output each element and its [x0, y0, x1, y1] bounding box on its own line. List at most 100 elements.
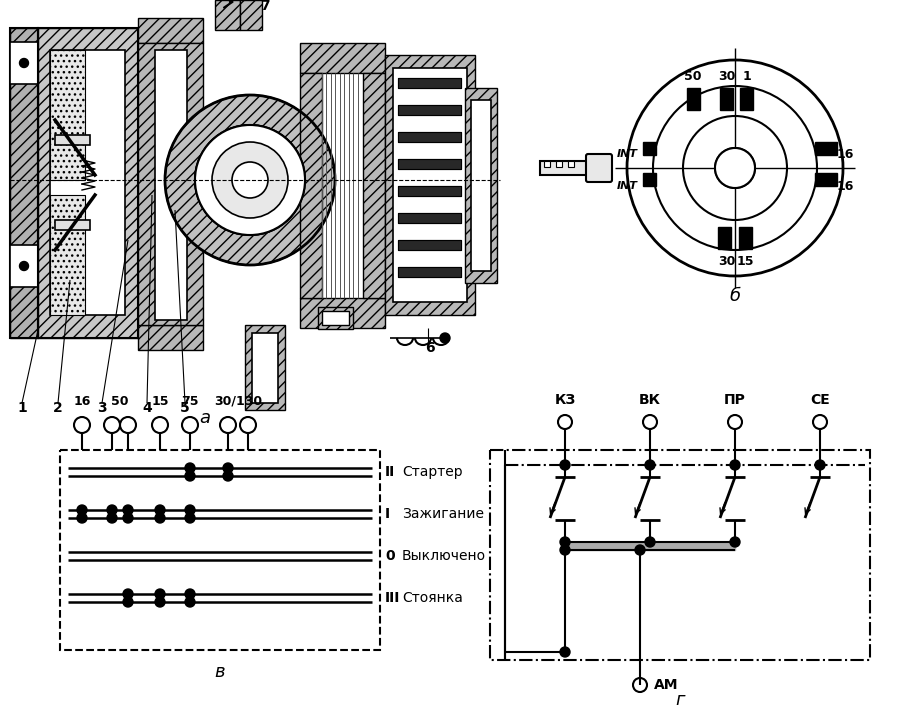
Text: Стартер: Стартер	[402, 465, 462, 479]
Text: 16: 16	[836, 147, 854, 160]
Bar	[50, 50, 85, 180]
Bar	[252, 333, 278, 403]
Circle shape	[19, 59, 28, 68]
Bar	[814, 142, 836, 155]
Text: 16: 16	[836, 179, 854, 192]
Text: 15: 15	[151, 395, 168, 408]
Bar	[398, 213, 460, 223]
Bar	[322, 311, 348, 325]
Circle shape	[185, 463, 195, 473]
Circle shape	[77, 505, 87, 515]
Bar	[300, 43, 384, 73]
Text: 50: 50	[111, 395, 129, 408]
Bar	[398, 213, 460, 223]
Bar	[543, 161, 550, 167]
Circle shape	[195, 125, 305, 235]
Bar	[398, 240, 460, 250]
Bar	[398, 132, 460, 142]
Circle shape	[560, 545, 570, 555]
Circle shape	[211, 142, 288, 218]
Circle shape	[123, 589, 133, 599]
Bar	[726, 140, 743, 196]
Text: 0: 0	[384, 549, 394, 563]
Text: 75: 75	[181, 395, 199, 408]
Bar	[464, 88, 496, 283]
Bar	[300, 73, 322, 298]
Text: II: II	[384, 465, 395, 479]
Bar	[567, 161, 573, 167]
Bar	[814, 173, 836, 186]
Text: III: III	[384, 591, 400, 605]
Bar	[392, 68, 467, 302]
Circle shape	[729, 537, 739, 547]
Bar	[490, 450, 869, 660]
Text: ВК: ВК	[639, 393, 660, 407]
Bar	[384, 55, 474, 315]
Circle shape	[634, 545, 644, 555]
Circle shape	[627, 60, 842, 276]
Bar	[398, 267, 460, 277]
Bar	[398, 78, 460, 88]
Bar	[50, 50, 125, 315]
Text: ПР: ПР	[723, 393, 745, 407]
Text: 4: 4	[142, 401, 152, 415]
Circle shape	[232, 162, 267, 198]
Bar	[363, 73, 384, 298]
Bar	[38, 28, 138, 338]
Bar	[642, 142, 655, 155]
Text: 5: 5	[180, 401, 189, 415]
Circle shape	[814, 460, 824, 470]
FancyBboxPatch shape	[585, 154, 611, 182]
Bar	[398, 78, 460, 88]
Circle shape	[154, 505, 165, 515]
Circle shape	[439, 333, 449, 343]
Text: СЕ: СЕ	[810, 393, 829, 407]
Text: 16: 16	[74, 395, 91, 408]
Circle shape	[195, 125, 305, 235]
Text: 1: 1	[17, 401, 27, 415]
Circle shape	[185, 505, 195, 515]
Bar	[55, 135, 90, 145]
Circle shape	[644, 460, 654, 470]
Text: 2: 2	[53, 401, 62, 415]
Text: г: г	[675, 691, 684, 709]
Circle shape	[123, 513, 133, 523]
Circle shape	[77, 513, 87, 523]
Circle shape	[19, 261, 28, 271]
Circle shape	[185, 471, 195, 481]
Circle shape	[107, 513, 117, 523]
Bar	[738, 227, 751, 249]
Bar	[642, 173, 655, 186]
Text: 50: 50	[684, 70, 701, 83]
Bar	[60, 450, 380, 650]
Text: 6: 6	[425, 341, 435, 355]
Circle shape	[222, 471, 233, 481]
Bar	[10, 28, 38, 338]
Bar	[215, 0, 240, 30]
Circle shape	[154, 513, 165, 523]
Text: а: а	[199, 409, 210, 427]
Circle shape	[560, 647, 570, 657]
Text: 30/130: 30/130	[214, 395, 262, 408]
Text: КЗ: КЗ	[554, 393, 575, 407]
Text: Зажигание: Зажигание	[402, 507, 483, 521]
FancyArrowPatch shape	[223, 0, 233, 7]
Bar	[398, 186, 460, 196]
Circle shape	[222, 463, 233, 473]
Bar	[10, 245, 38, 287]
Bar	[539, 161, 587, 175]
Circle shape	[154, 597, 165, 607]
Text: I: I	[384, 507, 390, 521]
Circle shape	[729, 460, 739, 470]
Circle shape	[107, 505, 117, 515]
Text: 1: 1	[742, 70, 751, 83]
Circle shape	[185, 589, 195, 599]
Circle shape	[185, 513, 195, 523]
Bar	[398, 186, 460, 196]
Bar	[706, 160, 762, 176]
Circle shape	[185, 597, 195, 607]
Wedge shape	[165, 95, 335, 265]
Bar	[398, 132, 460, 142]
Bar	[398, 159, 460, 169]
Bar	[720, 88, 732, 110]
